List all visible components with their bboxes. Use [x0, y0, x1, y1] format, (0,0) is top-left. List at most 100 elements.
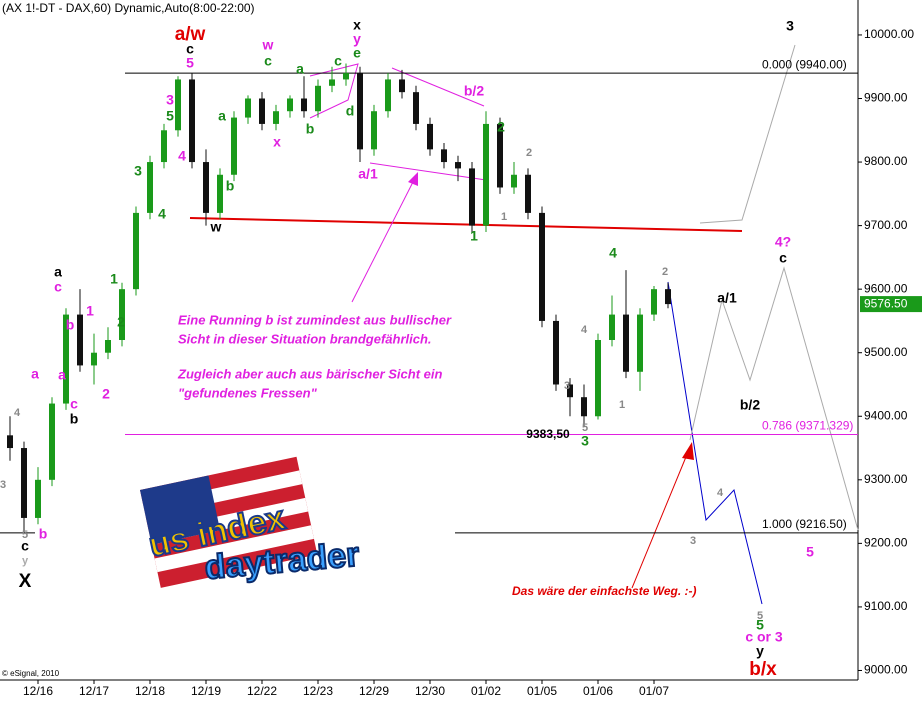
wave-label: 1 — [619, 399, 625, 411]
candle-body — [441, 149, 447, 163]
candle-body — [287, 98, 293, 112]
wave-label: 3 — [166, 92, 174, 108]
wave-label: c — [70, 396, 78, 412]
candle-body — [217, 174, 223, 213]
wave-label: a/1 — [358, 166, 378, 182]
arrowhead — [682, 442, 694, 460]
x-tick-label: 01/02 — [471, 684, 501, 698]
last-price-label: 9576.50 — [864, 296, 908, 310]
chart-title: (AX 1!-DT - DAX,60) Dynamic,Auto(8:00-22… — [2, 1, 255, 15]
candle-body — [637, 314, 643, 372]
logo — [140, 456, 318, 588]
candle-body — [175, 79, 181, 131]
candle-body — [105, 340, 111, 353]
y-tick-label: 9400.00 — [864, 408, 908, 422]
wave-label: c — [186, 41, 194, 57]
x-tick-label: 12/17 — [79, 684, 109, 698]
y-tick-label: 9500.00 — [864, 345, 908, 359]
wave-label: 4 — [158, 206, 166, 222]
wave-label: 5 — [756, 617, 764, 633]
candle-body — [133, 212, 139, 290]
candle-body — [91, 352, 97, 366]
candle-body — [245, 98, 251, 118]
wave-label: b/2 — [464, 83, 484, 99]
wave-label: 5 — [166, 108, 174, 124]
wave-label: 5 — [22, 529, 28, 541]
candle-body — [315, 85, 321, 112]
y-tick-label: 9800.00 — [864, 154, 908, 168]
projection — [667, 281, 763, 605]
candle-body — [273, 111, 279, 124]
channel-line — [369, 162, 487, 181]
wave-label: b/x — [749, 659, 777, 680]
arrow — [351, 179, 415, 303]
wave-label: a/w — [175, 24, 206, 45]
wave-label: e — [353, 45, 361, 61]
wave-label: 1 — [501, 211, 507, 223]
x-tick-label: 12/29 — [359, 684, 389, 698]
candle-body — [581, 397, 587, 417]
wave-label: c — [779, 250, 787, 266]
x-tick-label: 12/23 — [303, 684, 333, 698]
candle-body — [413, 92, 419, 124]
candle-body — [147, 162, 153, 213]
comment: Zugleich aber auch aus bärischer Sicht e… — [177, 366, 442, 381]
flag-canton — [140, 475, 221, 545]
y-tick-label: 9300.00 — [864, 472, 908, 486]
candle-body — [609, 314, 615, 340]
wave-label: b — [66, 317, 75, 333]
y-tick-label: 9200.00 — [864, 536, 908, 550]
trend-line — [189, 217, 743, 232]
wave-label: c — [21, 538, 29, 554]
wave-label: b — [70, 411, 79, 427]
copyright: © eSignal, 2010 — [2, 669, 60, 678]
candle-body — [329, 79, 335, 86]
candle-body — [49, 403, 55, 480]
y-tick-label: 9000.00 — [864, 663, 908, 677]
fib-label: 0.000 (9940.00) — [762, 57, 847, 71]
candle-body — [21, 448, 27, 518]
candle-body — [427, 123, 433, 150]
fib-label: 0.786 (9371.329) — [762, 419, 853, 433]
y-tick-label: 10000.00 — [864, 27, 914, 41]
candle-body — [469, 168, 475, 226]
wave-label: b — [306, 121, 315, 137]
wave-label: c — [334, 53, 342, 69]
y-tick-label: 9700.00 — [864, 218, 908, 232]
wave-label: 2 — [117, 314, 125, 330]
wave-label: 3 — [581, 433, 589, 449]
wave-label: 1 — [470, 228, 478, 244]
channel-line — [391, 67, 485, 107]
fib-label: 1.000 (9216.50) — [762, 517, 847, 531]
x-tick-label: 01/06 — [583, 684, 613, 698]
candle-body — [119, 289, 125, 340]
wave-label: x — [353, 17, 361, 33]
x-tick-label: 12/18 — [135, 684, 165, 698]
candle-body — [343, 73, 349, 80]
wave-label: 5 — [582, 422, 588, 434]
wave-label: a — [58, 367, 66, 383]
wave-label: X — [19, 571, 32, 592]
wave-label: c — [264, 53, 272, 69]
comment: "gefundenes Fressen" — [178, 385, 318, 400]
candle-body — [553, 320, 559, 385]
wave-label: 4 — [717, 487, 724, 499]
wave-label: y — [353, 31, 361, 47]
y-tick-label: 9100.00 — [864, 599, 908, 613]
candle-body — [567, 384, 573, 398]
low-label: 9383,50 — [526, 427, 570, 441]
y-tick-label: 9900.00 — [864, 91, 908, 105]
wave-label: 4 — [609, 245, 617, 261]
candle-body — [455, 162, 461, 169]
x-tick-label: 01/05 — [527, 684, 557, 698]
comment: Sicht in dieser Situation brandgefährlic… — [178, 331, 432, 346]
candle-body — [161, 130, 167, 163]
wave-label: 3 — [0, 479, 6, 491]
x-tick-label: 12/19 — [191, 684, 221, 698]
candle-body — [539, 212, 545, 321]
wave-label: b — [226, 178, 235, 194]
candle-body — [525, 174, 531, 213]
wave-label: 2 — [102, 386, 110, 402]
